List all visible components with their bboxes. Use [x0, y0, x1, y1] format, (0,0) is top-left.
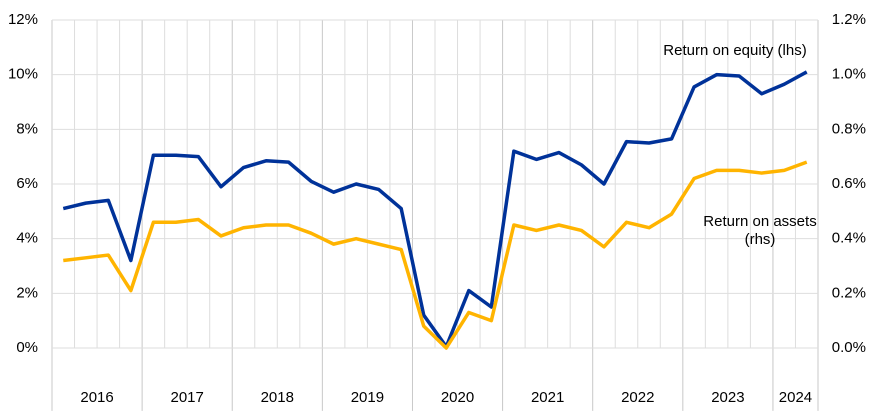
x-tick-label: 2016: [80, 389, 113, 406]
y2-tick-label: 0.4%: [832, 230, 866, 247]
y-tick-label: 6%: [16, 175, 38, 192]
y2-tick-label: 0.0%: [832, 339, 866, 356]
series-label: Return on assets (rhs): [703, 213, 817, 248]
series-line: [62, 70, 808, 349]
series-label: Return on equity (lhs): [663, 42, 807, 59]
y-tick-label: 0%: [16, 339, 38, 356]
y-tick-label: 10%: [8, 66, 38, 83]
y2-tick-label: 0.8%: [832, 120, 866, 137]
y-tick-label: 4%: [16, 230, 38, 247]
y-tick-label: 2%: [16, 284, 38, 301]
y-tick-label: 12%: [8, 11, 38, 28]
y2-tick-label: 0.2%: [832, 284, 866, 301]
series-line: [63, 160, 808, 350]
x-tick-label: 2021: [531, 389, 564, 406]
y2-tick-label: 1.2%: [832, 11, 866, 28]
x-tick-label: 2022: [621, 389, 654, 406]
y2-tick-label: 1.0%: [832, 66, 866, 83]
x-tick-label: 2024: [779, 389, 812, 406]
x-tick-label: 2023: [711, 389, 744, 406]
y2-tick-label: 0.6%: [832, 175, 866, 192]
y-tick-label: 8%: [16, 120, 38, 137]
x-tick-label: 2020: [441, 389, 474, 406]
x-tick-label: 2019: [351, 389, 384, 406]
x-tick-label: 2017: [170, 389, 203, 406]
x-tick-label: 2018: [261, 389, 294, 406]
